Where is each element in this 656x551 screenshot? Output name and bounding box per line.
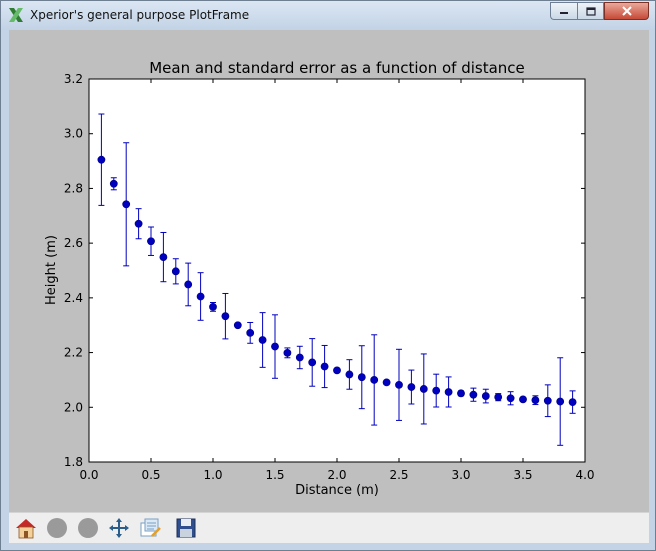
y-tick-label: 3.0 <box>64 127 83 141</box>
data-point <box>134 219 143 228</box>
data-point <box>345 370 354 379</box>
data-point <box>97 155 106 164</box>
data-point <box>395 380 403 389</box>
data-point <box>109 179 118 188</box>
data-point <box>283 348 292 357</box>
data-point <box>568 398 577 406</box>
chart-title: Mean and standard error as a function of… <box>149 59 525 77</box>
pan-icon <box>109 518 129 538</box>
data-point <box>370 376 379 384</box>
y-tick-label: 2.4 <box>64 291 83 305</box>
x-tick-label: 3.0 <box>451 468 470 482</box>
navigation-toolbar <box>9 512 649 543</box>
data-series <box>97 113 577 446</box>
data-point <box>556 397 565 406</box>
data-point <box>308 358 317 367</box>
data-point <box>209 302 217 311</box>
pan-button[interactable] <box>104 514 134 543</box>
y-tick-label: 2.0 <box>64 400 83 414</box>
data-point <box>407 383 416 391</box>
save-button[interactable] <box>171 514 201 543</box>
data-point <box>184 280 193 289</box>
data-point <box>444 388 453 396</box>
close-icon <box>621 6 632 16</box>
data-point <box>295 353 304 362</box>
window-title: Xperior's general purpose PlotFrame <box>30 8 250 22</box>
plot-canvas-area: Mean and standard error as a function of… <box>9 30 649 543</box>
zoom-rect-icon <box>140 518 161 537</box>
title-bar[interactable]: Xperior's general purpose PlotFrame <box>1 1 655 30</box>
data-point <box>506 394 515 403</box>
maximize-button[interactable] <box>577 2 604 20</box>
data-point <box>457 389 465 398</box>
zoom-rect-button[interactable] <box>135 514 165 543</box>
data-point <box>543 396 552 405</box>
x-tick-label: 1.0 <box>203 468 222 482</box>
data-point <box>258 336 267 344</box>
y-tick-label: 2.8 <box>64 181 83 195</box>
data-point <box>382 378 391 387</box>
close-button[interactable] <box>604 2 649 20</box>
data-point <box>519 395 527 404</box>
data-point <box>432 386 441 395</box>
data-point <box>357 373 366 382</box>
plot-figure: Mean and standard error as a function of… <box>44 59 595 498</box>
y-axis-label: Height (m) <box>44 235 59 305</box>
x-tick-label: 2.5 <box>389 468 408 482</box>
data-point <box>271 342 279 351</box>
y-tick-label: 2.6 <box>64 236 83 250</box>
data-point <box>171 267 180 276</box>
minimize-icon <box>560 12 568 14</box>
save-icon <box>176 518 196 538</box>
data-point <box>233 321 242 330</box>
x-axis-label: Distance (m) <box>295 483 379 498</box>
data-point <box>147 237 155 246</box>
home-button[interactable] <box>11 514 41 543</box>
y-tick-label: 1.8 <box>64 455 83 469</box>
data-point <box>246 328 255 337</box>
data-point <box>122 200 131 209</box>
x-tick-label: 0.0 <box>79 468 98 482</box>
data-point <box>469 390 478 399</box>
x-tick-label: 1.5 <box>265 468 284 482</box>
data-point <box>320 362 329 371</box>
data-point <box>159 253 168 261</box>
data-point <box>333 366 341 375</box>
minimize-button[interactable] <box>550 2 577 20</box>
x-tick-label: 4.0 <box>575 468 594 482</box>
data-point <box>494 393 503 402</box>
data-point <box>481 392 490 400</box>
xperior-logo-icon <box>9 8 23 22</box>
data-point <box>419 385 428 393</box>
forward-button[interactable] <box>73 514 103 543</box>
x-tick-label: 3.5 <box>513 468 532 482</box>
home-icon <box>16 519 36 539</box>
back-button[interactable] <box>42 514 72 543</box>
data-point <box>221 312 230 321</box>
data-point <box>531 396 540 405</box>
y-tick-label: 3.2 <box>64 72 83 86</box>
x-axis-ticks: 0.0 0.5 1.0 1.5 2.0 2.5 3.0 3.5 4.0 <box>79 79 595 482</box>
maximize-icon <box>585 6 596 16</box>
x-tick-label: 0.5 <box>141 468 160 482</box>
back-icon <box>47 518 67 538</box>
y-tick-label: 2.2 <box>64 346 83 360</box>
x-tick-label: 2.0 <box>327 468 346 482</box>
data-point <box>196 292 205 301</box>
forward-icon <box>78 518 98 538</box>
y-axis-ticks: 1.8 2.0 2.2 2.4 2.6 2.8 3.0 3.2 <box>64 72 585 469</box>
